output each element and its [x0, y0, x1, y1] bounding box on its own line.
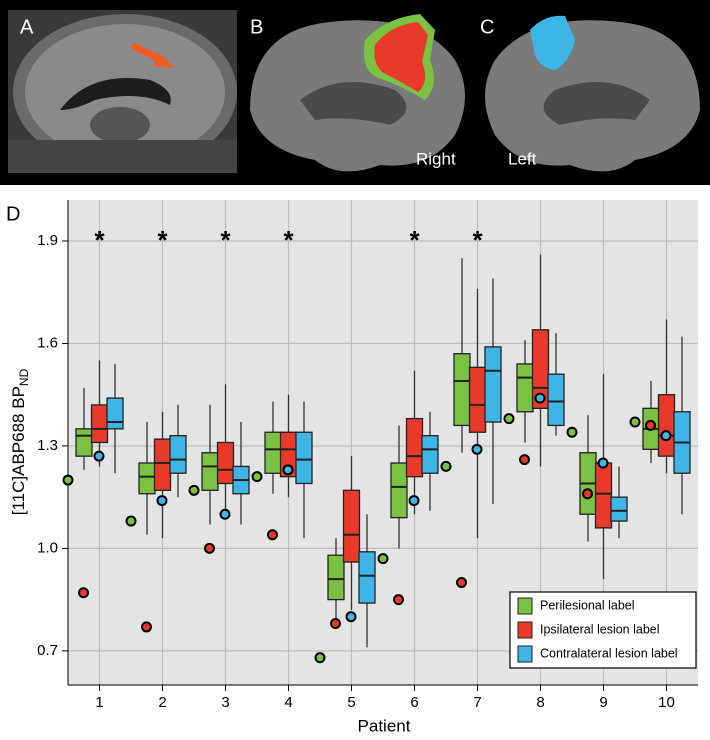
box — [264, 431, 282, 474]
subject-point — [62, 474, 74, 486]
box — [75, 428, 93, 457]
subject-point — [534, 392, 546, 404]
y-axis-label: [11C]ABP688 BPND — [9, 368, 31, 515]
subject-point — [125, 515, 137, 527]
subject-point — [408, 495, 420, 507]
subject-point — [267, 529, 278, 541]
subject-point — [330, 618, 341, 630]
x-tick-label: 3 — [221, 694, 229, 711]
box — [216, 441, 235, 485]
subject-point — [219, 508, 231, 520]
box — [327, 554, 345, 601]
subject-point — [282, 464, 294, 476]
legend-swatch — [517, 597, 533, 615]
x-tick-label: 8 — [536, 694, 544, 711]
subject-point — [188, 484, 200, 496]
box — [201, 452, 219, 491]
y-tick-label: 1.9 — [37, 232, 58, 249]
subject-point — [582, 488, 593, 500]
subject-point — [345, 611, 357, 623]
box — [106, 397, 124, 430]
subject-point — [251, 471, 263, 483]
significance-marker: * — [94, 225, 105, 255]
hemisphere-label: Right — [416, 149, 456, 168]
box — [594, 462, 613, 529]
box — [390, 462, 408, 519]
subject-point — [519, 454, 530, 466]
box — [421, 435, 439, 474]
x-tick-label: 9 — [599, 694, 607, 711]
legend-label: Perilesional label — [540, 598, 635, 612]
significance-marker: * — [220, 225, 231, 255]
box — [610, 496, 628, 522]
hemisphere-label: Left — [508, 149, 537, 168]
subject-point — [93, 450, 105, 462]
box — [169, 435, 187, 474]
x-tick-label: 1 — [95, 694, 103, 711]
significance-marker: * — [157, 225, 168, 255]
box — [138, 462, 156, 495]
subject-point — [393, 594, 404, 606]
significance-marker: * — [283, 225, 294, 255]
mri-image — [8, 10, 237, 173]
box — [657, 394, 676, 457]
x-tick-label: 10 — [658, 694, 675, 711]
subject-point — [629, 416, 641, 428]
subject-point — [440, 460, 452, 472]
box — [405, 417, 424, 478]
subject-point — [377, 553, 389, 565]
subject-point — [78, 587, 89, 599]
box — [90, 404, 109, 444]
subject-point — [141, 621, 152, 633]
box — [153, 438, 172, 491]
legend-frame — [509, 591, 697, 669]
y-tick-label: 1.6 — [37, 334, 58, 351]
y-tick-label: 1.0 — [37, 539, 58, 556]
x-tick-label: 5 — [347, 694, 355, 711]
box — [342, 489, 361, 563]
panel-label: B — [250, 16, 263, 38]
box — [295, 431, 313, 485]
brain-right — [250, 14, 465, 172]
panel-label: A — [20, 16, 34, 38]
subject-point — [204, 542, 215, 554]
significance-marker: * — [472, 225, 483, 255]
box — [358, 551, 376, 604]
subject-point — [456, 577, 467, 589]
y-axis-label-main: [11C]ABP688 BP — [9, 386, 28, 515]
panel-label: C — [480, 16, 494, 38]
legend-label: Contralateral lesion label — [540, 646, 678, 660]
x-tick-label: 7 — [473, 694, 481, 711]
subject-point — [314, 652, 326, 664]
legend-label: Ipsilateral lesion label — [540, 622, 660, 636]
subject-point — [156, 495, 168, 507]
box — [516, 363, 534, 413]
subject-point — [597, 457, 609, 469]
significance-marker: * — [409, 225, 420, 255]
x-axis-label: Patient — [358, 716, 411, 735]
box — [484, 346, 502, 423]
box — [547, 373, 565, 427]
panel-label: D — [6, 203, 20, 225]
y-tick-label: 1.3 — [37, 437, 58, 454]
subject-point — [471, 443, 483, 455]
subject-point — [503, 413, 515, 425]
y-axis-label-sub: ND — [17, 368, 31, 386]
subject-point — [566, 426, 578, 438]
brain-left — [485, 15, 700, 172]
x-tick-label: 4 — [284, 694, 292, 711]
box — [468, 366, 487, 433]
x-tick-label: 2 — [158, 694, 166, 711]
x-tick-label: 6 — [410, 694, 418, 711]
y-tick-label: 0.7 — [37, 642, 58, 659]
subject-point — [660, 430, 672, 442]
subject-point — [645, 419, 656, 431]
legend-swatch — [517, 645, 533, 663]
box — [453, 353, 471, 427]
legend-swatch — [517, 621, 533, 639]
